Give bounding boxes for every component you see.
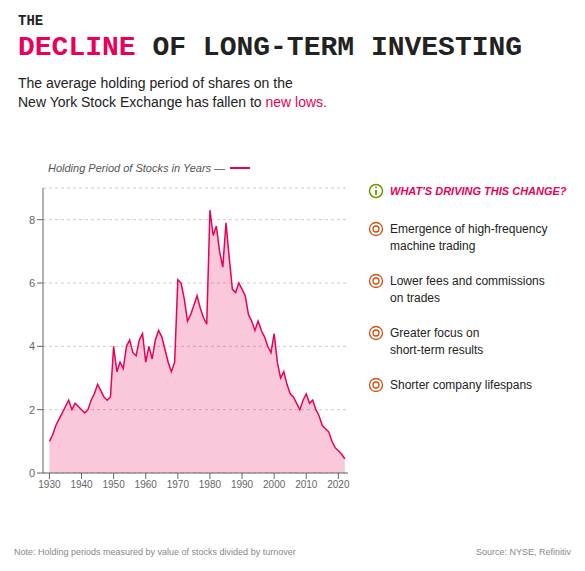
svg-text:1950: 1950 bbox=[103, 479, 126, 490]
svg-text:1940: 1940 bbox=[70, 479, 93, 490]
html-text:Holding Period of Stocks in Ye: Holding Period of Stocks in Years — bbox=[48, 162, 226, 174]
svg-text:8: 8 bbox=[29, 214, 35, 226]
html-text:machine trading: machine trading bbox=[390, 239, 476, 253]
html-text:Greater focus on: Greater focus on bbox=[390, 326, 480, 340]
html-text:Emergence of high-frequency: Emergence of high-frequency bbox=[390, 222, 548, 236]
svg-text:2020: 2020 bbox=[327, 479, 350, 490]
svg-text:1980: 1980 bbox=[199, 479, 222, 490]
svg-text:2: 2 bbox=[29, 404, 35, 416]
svg-text:1970: 1970 bbox=[167, 479, 190, 490]
html-text:OF LONG-TERM: OF LONG-TERM bbox=[152, 32, 355, 63]
html-text:New York Stock Exchange has fa: New York Stock Exchange has fallen to ne… bbox=[18, 94, 327, 110]
svg-text:0: 0 bbox=[29, 467, 35, 479]
html-text:THE: THE bbox=[18, 13, 44, 29]
html-text:short-term results: short-term results bbox=[390, 343, 484, 357]
html-text:Note: Holding periods measured: Note: Holding periods measured by value … bbox=[14, 547, 296, 557]
svg-text:1990: 1990 bbox=[231, 479, 254, 490]
html-text:INVESTING: INVESTING bbox=[370, 32, 523, 63]
svg-text:2000: 2000 bbox=[263, 479, 286, 490]
html-text:Lower fees and commissions: Lower fees and commissions bbox=[390, 274, 545, 288]
svg-text:1960: 1960 bbox=[135, 479, 158, 490]
svg-text:6: 6 bbox=[29, 277, 35, 289]
html-text:on trades: on trades bbox=[390, 291, 440, 305]
svg-text:4: 4 bbox=[29, 340, 35, 352]
html-text:Source: NYSE, Refinitiv: Source: NYSE, Refinitiv bbox=[476, 547, 571, 557]
svg-text:2010: 2010 bbox=[295, 479, 318, 490]
html-text:The average holding period of: The average holding period of shares on … bbox=[18, 75, 293, 91]
svg-text:1930: 1930 bbox=[38, 479, 61, 490]
html-text:DECLINE: DECLINE bbox=[18, 32, 136, 63]
html-text:WHAT'S DRIVING THIS CHANGE?: WHAT'S DRIVING THIS CHANGE? bbox=[390, 185, 567, 197]
html-text:Shorter company lifespans: Shorter company lifespans bbox=[390, 378, 533, 392]
